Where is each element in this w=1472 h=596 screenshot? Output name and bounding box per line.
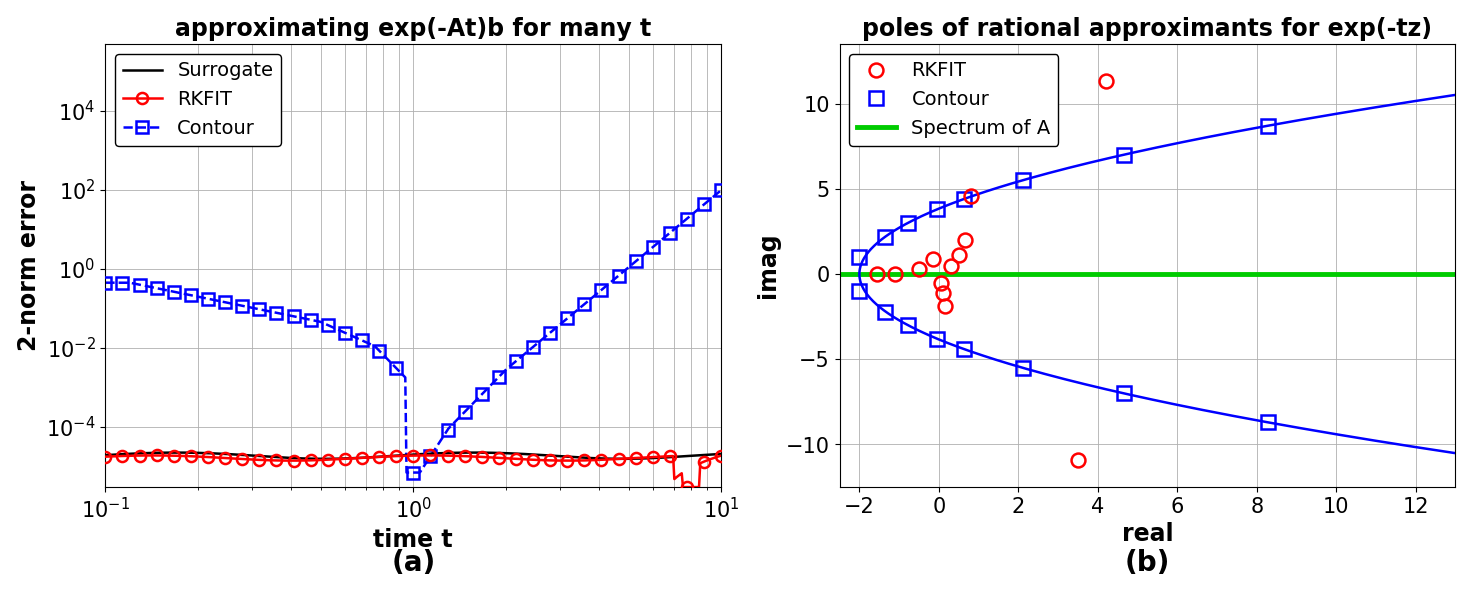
X-axis label: real: real bbox=[1122, 522, 1173, 547]
Title: approximating exp(-At)b for many t: approximating exp(-At)b for many t bbox=[175, 17, 652, 41]
Text: (a): (a) bbox=[392, 549, 436, 577]
Title: poles of rational approximants for exp(-tz): poles of rational approximants for exp(-… bbox=[863, 17, 1432, 41]
Legend: Surrogate, RKFIT, Contour: Surrogate, RKFIT, Contour bbox=[115, 54, 281, 145]
X-axis label: time t: time t bbox=[374, 527, 453, 551]
Text: (b): (b) bbox=[1125, 549, 1170, 577]
Y-axis label: imag: imag bbox=[757, 232, 780, 299]
Legend: RKFIT, Contour, Spectrum of A: RKFIT, Contour, Spectrum of A bbox=[849, 54, 1058, 145]
Y-axis label: 2-norm error: 2-norm error bbox=[16, 180, 41, 351]
